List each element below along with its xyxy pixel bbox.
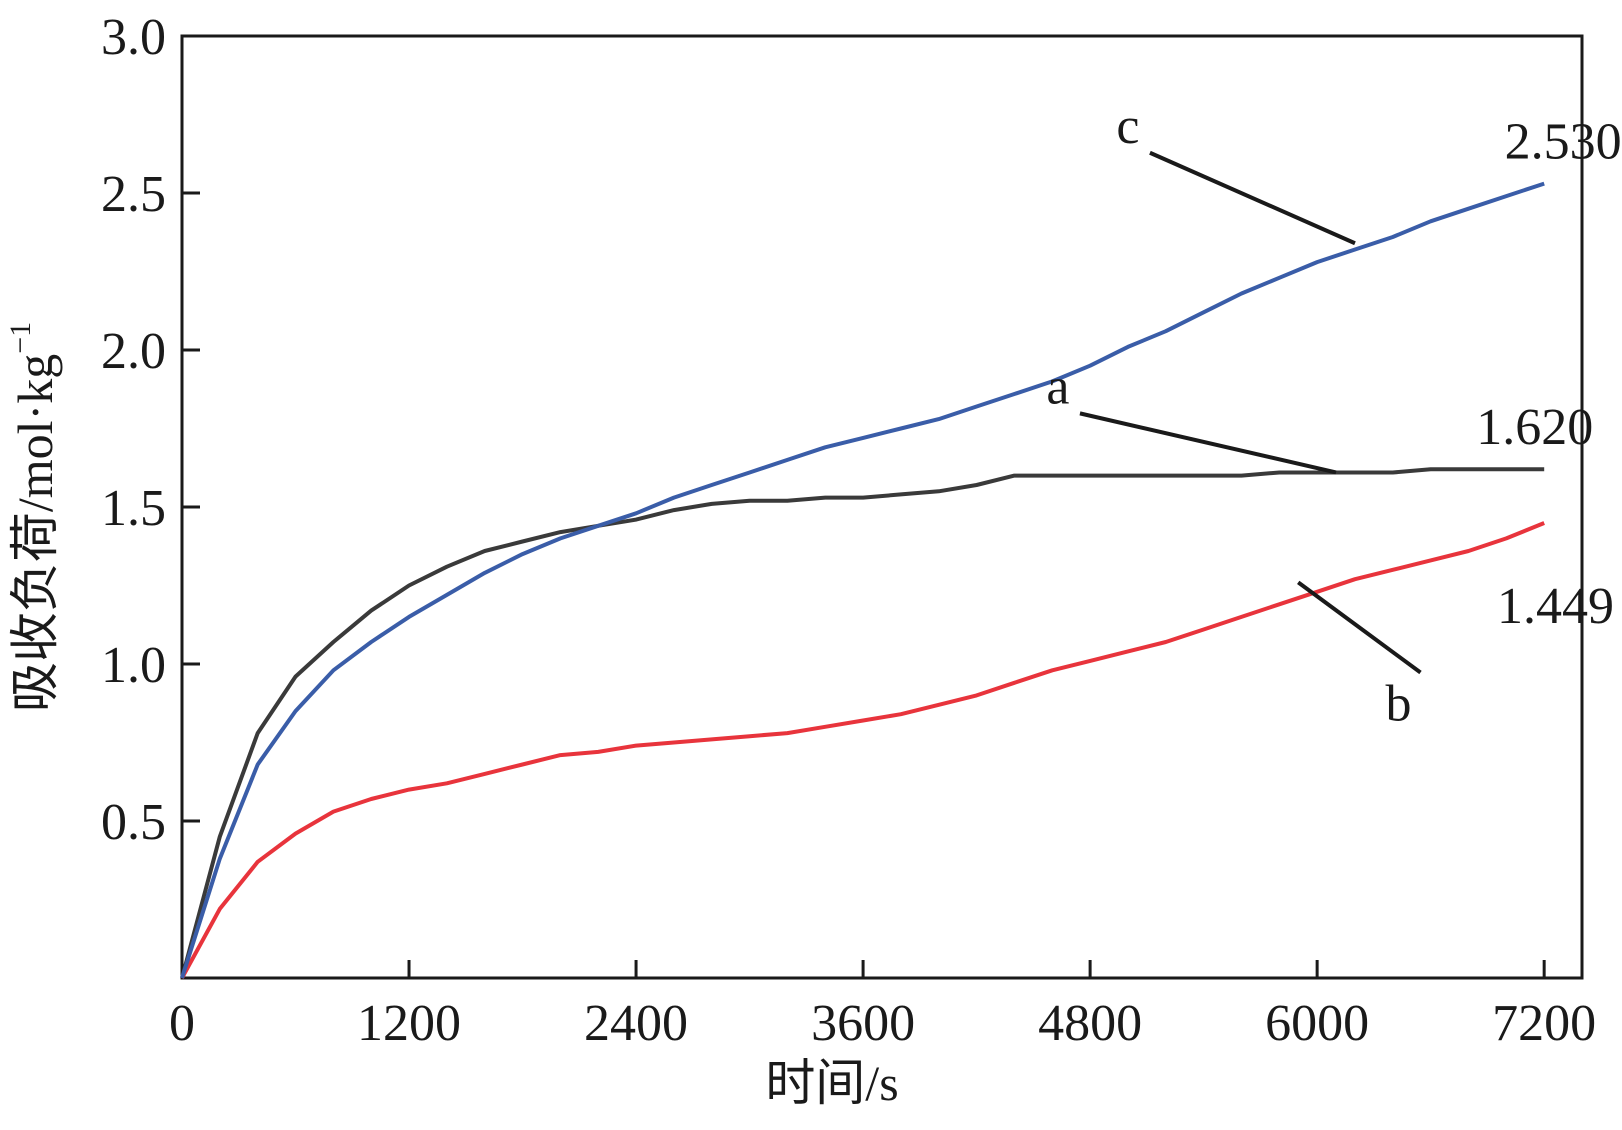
y-tick-label-0.5: 0.5 [101, 794, 166, 851]
x-tick-label-2400: 2400 [584, 995, 688, 1052]
end-value-label-a: 1.620 [1476, 399, 1593, 456]
x-tick-label-6000: 6000 [1265, 995, 1369, 1052]
x-tick-label-7200: 7200 [1492, 995, 1596, 1052]
series-label-a: a [1046, 358, 1069, 415]
y-tick-label-2: 2.0 [101, 323, 166, 380]
x-tick-label-1200: 1200 [357, 995, 461, 1052]
x-tick-label-0: 0 [169, 995, 195, 1052]
y-tick-label-3: 3.0 [101, 9, 166, 66]
y-axis-title: 吸收负荷/mol·kg−1 [4, 322, 63, 712]
y-tick-label-1.5: 1.5 [101, 480, 166, 537]
end-value-label-c: 2.530 [1505, 113, 1622, 170]
series-label-b: b [1385, 676, 1411, 733]
annotation-leader-b [1297, 580, 1422, 675]
x-tick-label-3600: 3600 [811, 995, 915, 1052]
series-line-c [180, 181, 1545, 979]
y-tick-label-2.5: 2.5 [101, 166, 166, 223]
series-line-a [180, 467, 1545, 979]
end-value-label-b: 1.449 [1497, 578, 1614, 635]
plot-frame [180, 34, 1584, 980]
series-label-c: c [1116, 98, 1139, 155]
y-tick-label-1: 1.0 [101, 637, 166, 694]
x-axis-title: 时间/s [765, 1055, 898, 1111]
y-axis-title-superscript: −1 [4, 322, 37, 354]
annotation-leader-a [1079, 411, 1337, 475]
series-line-b [180, 521, 1545, 979]
x-tick-label-4800: 4800 [1038, 995, 1142, 1052]
annotation-leader-c [1149, 150, 1356, 246]
